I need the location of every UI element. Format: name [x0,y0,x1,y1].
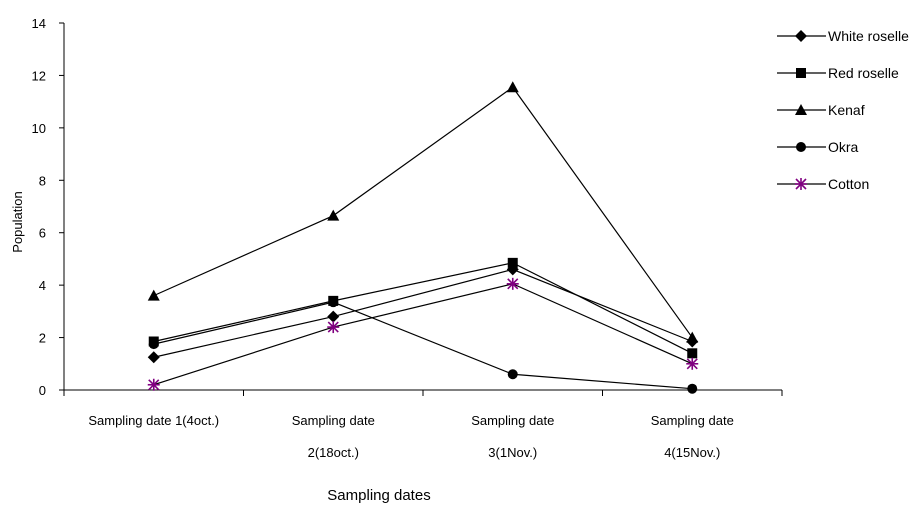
data-point-okra [148,339,159,350]
legend-marker-okra [796,142,806,152]
legend-label-okra: Okra [828,139,859,155]
series-line-okra [153,301,693,390]
y-tick-label: 0 [39,383,46,398]
data-point-kenaf [147,289,160,301]
x-tick-label: 2(18oct.) [308,445,359,460]
data-point-cotton [506,277,519,290]
data-point-okra [687,383,698,394]
y-tick-label: 4 [39,278,46,293]
data-point-red-roselle [507,257,518,268]
data-point-okra [507,369,518,380]
legend-marker-kenaf [795,104,807,115]
y-tick-label: 8 [39,173,46,188]
y-tick-label: 10 [32,121,46,136]
legend-label-red-roselle: Red roselle [828,65,899,81]
x-tick-label: Sampling date 1(4oct.) [88,413,219,428]
data-point-white-roselle [147,351,160,364]
y-tick-label: 12 [32,68,46,83]
legend-label-cotton: Cotton [828,176,869,192]
legend-label-white-roselle: White roselle [828,28,909,44]
legend: White roselle Red roselle Kenaf Okra Cotton [777,28,909,192]
data-point-cotton [327,321,340,334]
legend-marker-red-roselle [796,68,806,78]
y-tick-label: 2 [39,331,46,346]
axes: 0 2 4 6 8 10 12 14 Sampling date 1(4oct.) Samplin… [32,16,783,460]
data-point-kenaf [327,209,340,221]
data-point-red-roselle [687,348,698,359]
data-point-cotton [686,357,699,370]
x-tick-label: Sampling date [292,413,375,428]
series-line-red-roselle [153,262,693,354]
data-point-white-roselle [327,310,340,323]
x-tick-label: 3(1Nov.) [488,445,537,460]
series-line-cotton [153,283,693,386]
series-layer [147,81,699,394]
x-axis-label: Sampling dates [327,487,430,504]
data-point-okra [328,297,339,308]
series-line-white-roselle [153,268,693,358]
data-point-kenaf [686,331,699,343]
legend-label-kenaf: Kenaf [828,102,865,118]
y-axis-label: Population [10,191,25,252]
x-tick-label: 4(15Nov.) [664,445,720,460]
legend-marker-cotton [795,178,807,190]
x-tick-label: Sampling date [471,413,554,428]
y-tick-label: 6 [39,226,46,241]
y-tick-label: 14 [32,16,46,31]
data-point-cotton [147,378,160,391]
series-line-kenaf [153,86,693,338]
data-point-kenaf [506,81,519,93]
x-tick-label: Sampling date [651,413,734,428]
legend-marker-white-roselle [795,30,807,42]
